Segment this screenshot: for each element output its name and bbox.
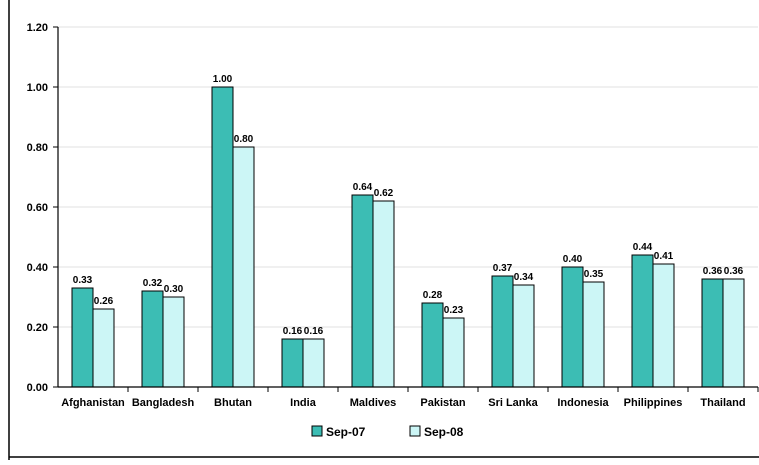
data-label: 0.64 — [353, 182, 373, 193]
legend: Sep-07 Sep-08 — [311, 425, 464, 439]
x-tick-label: Bhutan — [214, 397, 252, 409]
bar-sep-07-indonesia — [561, 266, 584, 388]
data-label: 0.37 — [493, 263, 513, 274]
data-label: 0.23 — [444, 305, 464, 316]
x-tick-label: Thailand — [700, 397, 745, 409]
x-axis-labels: Afghanistan Bangladesh Bhutan India Maldives… — [61, 397, 745, 409]
data-label: 0.28 — [423, 290, 443, 301]
bar-sep-07-thailand — [701, 278, 724, 388]
x-tick-label: Afghanistan — [61, 397, 125, 409]
x-tick-label: Maldives — [350, 397, 396, 409]
bar-sep-08-thailand — [722, 278, 745, 388]
y-tick-label: 1.20 — [27, 22, 48, 34]
data-label: 1.00 — [213, 74, 233, 85]
bar-sep-08-sri-lanka — [512, 284, 535, 388]
y-tick-label: 0.00 — [27, 382, 48, 394]
y-tick-label: 0.40 — [27, 262, 48, 274]
bar-sep-08-maldives — [372, 200, 395, 388]
x-tick-label: Pakistan — [420, 397, 466, 409]
axes — [57, 27, 759, 392]
data-label: 0.36 — [724, 266, 744, 277]
y-tick-label: 0.80 — [27, 142, 48, 154]
data-label: 0.44 — [633, 242, 653, 253]
data-label: 0.41 — [654, 251, 674, 262]
y-tick-label: 1.00 — [27, 82, 48, 94]
data-label: 0.40 — [563, 254, 583, 265]
legend-swatch-sep-07 — [311, 425, 323, 437]
data-label: 0.26 — [94, 296, 114, 307]
data-label: 0.33 — [73, 275, 93, 286]
bar-sep-08-bhutan — [232, 146, 255, 388]
legend-label: Sep-07 — [326, 425, 366, 439]
data-label: 0.80 — [234, 134, 254, 145]
bar-sep-07-pakistan — [421, 302, 444, 388]
y-tick-label: 0.20 — [27, 322, 48, 334]
data-label: 0.16 — [283, 326, 303, 337]
data-label: 0.36 — [703, 266, 723, 277]
bars: 0.330.26 0.320.30 1.00 0.80 0.16 0.16 0.640.62… — [71, 74, 745, 388]
legend-swatch-sep-08 — [409, 425, 421, 437]
data-label: 0.35 — [584, 269, 604, 280]
bar-sep-08-india — [302, 338, 325, 388]
bar-sep-07-afghanistan — [71, 287, 94, 388]
data-label: 0.62 — [374, 188, 394, 199]
legend-label: Sep-08 — [424, 425, 464, 439]
data-label: 0.30 — [164, 284, 184, 295]
bar-sep-07-bangladesh — [141, 290, 164, 388]
bar-sep-07-bhutan — [211, 86, 234, 388]
data-label: 0.34 — [514, 272, 534, 283]
bar-sep-08-afghanistan — [92, 308, 115, 388]
x-tick-label: India — [290, 397, 317, 409]
data-label: 0.16 — [304, 326, 324, 337]
bar-sep-08-indonesia — [582, 281, 605, 388]
x-tick-label: Bangladesh — [132, 397, 195, 409]
y-tick-label: 0.60 — [27, 202, 48, 214]
bar-sep-08-philippines — [652, 263, 675, 388]
bar-sep-08-pakistan — [442, 317, 465, 388]
bar-sep-07-maldives — [351, 194, 374, 388]
bar-sep-07-india — [281, 338, 304, 388]
x-tick-label: Indonesia — [557, 397, 609, 409]
bar-sep-08-bangladesh — [162, 296, 185, 388]
bar-sep-07-sri-lanka — [491, 275, 514, 388]
data-label: 0.32 — [143, 278, 163, 289]
y-axis-ticks: 0.00 0.20 0.40 0.60 0.80 1.00 1.20 — [27, 22, 58, 394]
bar-sep-07-philippines — [631, 254, 654, 388]
x-tick-label: Philippines — [624, 397, 683, 409]
x-tick-label: Sri Lanka — [488, 397, 538, 409]
